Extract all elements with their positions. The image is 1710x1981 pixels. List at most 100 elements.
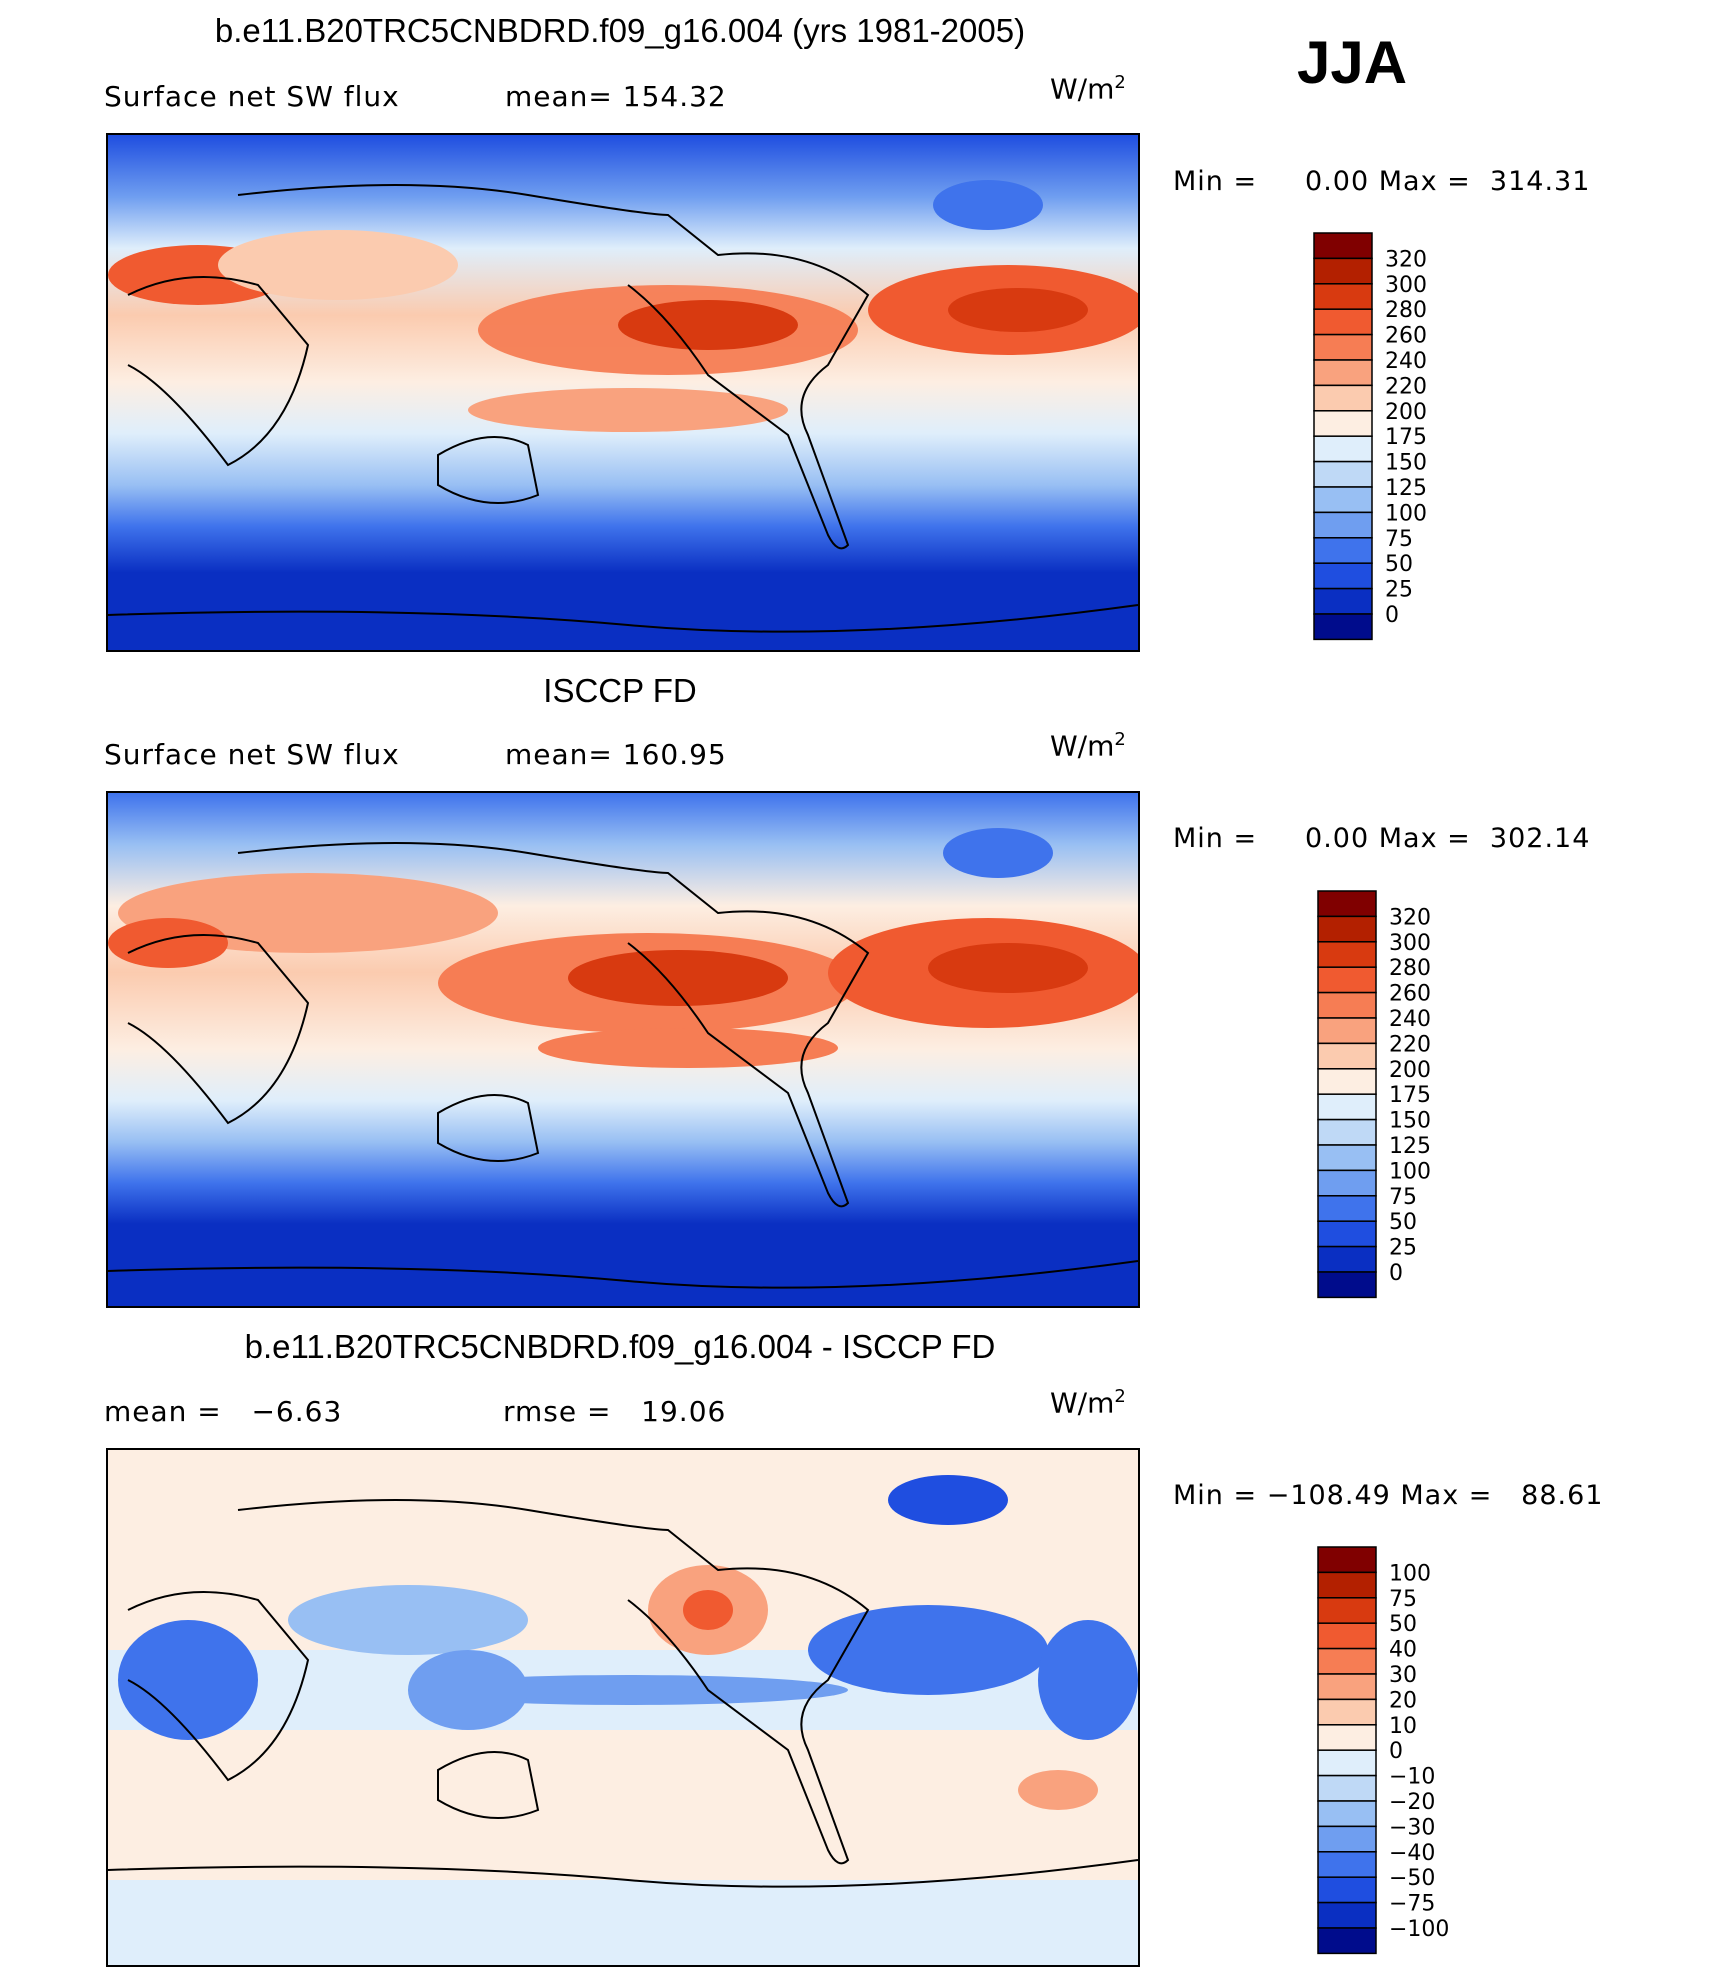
colorbar-tick-label: −40	[1389, 1841, 1435, 1866]
colorbar-swatch	[1313, 384, 1373, 412]
colorbar-swatch	[1317, 1901, 1377, 1929]
colorbar-swatch	[1317, 1774, 1377, 1802]
colorbar-swatch	[1317, 1571, 1377, 1599]
colorbar-tick-label: 150	[1389, 1109, 1431, 1134]
colorbar-swatch	[1317, 1597, 1377, 1624]
panel-2-minmax: Min = 0.00 Max = 302.14	[1173, 823, 1591, 854]
panel-2-title: ISCCP FD	[543, 672, 697, 709]
colorbar-tick-label: 220	[1389, 1032, 1431, 1057]
colorbar-tick-label: 75	[1385, 527, 1413, 552]
colorbar-swatch	[1313, 435, 1373, 463]
colorbar-swatch	[1313, 232, 1373, 260]
colorbar-swatch	[1313, 308, 1373, 336]
colorbar-tick-label: 280	[1389, 956, 1431, 981]
colorbar-swatch	[1317, 1800, 1377, 1828]
panel-2-variable-label: Surface net SW flux	[104, 738, 400, 771]
colorbar-swatch	[1313, 486, 1373, 514]
panel-2-colorbar: 320 300 280 260 240 220 200 175 150 125 100 75 50 25 0	[1317, 890, 1457, 1300]
colorbar-tick-label: 300	[1389, 931, 1431, 956]
colorbar-tick-label: −75	[1389, 1892, 1435, 1917]
colorbar-tick-label: 0	[1389, 1261, 1403, 1286]
colorbar-swatch	[1317, 1118, 1377, 1146]
colorbar-tick-label: 20	[1389, 1688, 1417, 1713]
panel-2-units: W/m2	[1050, 729, 1126, 763]
colorbar-tick-label: 175	[1385, 425, 1427, 450]
colorbar-swatch	[1317, 1017, 1377, 1045]
colorbar-tick-label: 0	[1389, 1739, 1403, 1764]
colorbar-tick-label: 0	[1385, 603, 1399, 628]
colorbar-swatch	[1313, 511, 1373, 539]
panel-2-map	[106, 791, 1140, 1308]
colorbar-swatch	[1317, 1749, 1377, 1777]
colorbar-tick-label: −30	[1389, 1815, 1435, 1840]
colorbar-swatch	[1317, 966, 1377, 994]
panel-3-rmse-label: rmse = 19.06	[503, 1395, 727, 1428]
colorbar-tick-label: 25	[1389, 1236, 1417, 1261]
colorbar-tick-label: 200	[1385, 400, 1427, 425]
colorbar-tick-label: 125	[1389, 1134, 1431, 1159]
colorbar-tick-label: 260	[1385, 324, 1427, 349]
colorbar-swatch	[1313, 257, 1373, 285]
colorbar-swatch	[1317, 1647, 1377, 1675]
panel-3-colorbar: 100 75 50 40 30 20 10 0 −10 −20 −30 −40 −50 −75 −100	[1317, 1546, 1477, 1956]
panel-1-map-svg	[108, 135, 1138, 650]
colorbar-tick-label: 50	[1385, 552, 1413, 577]
panel-3-units: W/m2	[1050, 1386, 1126, 1420]
colorbar-swatch	[1317, 1220, 1377, 1248]
colorbar-swatch	[1317, 1042, 1377, 1070]
colorbar-swatch	[1313, 537, 1373, 564]
colorbar-tick-label: 280	[1385, 298, 1427, 323]
colorbar-tick-label: 30	[1389, 1663, 1417, 1688]
colorbar-tick-label: −100	[1389, 1917, 1449, 1942]
colorbar-swatch	[1317, 1546, 1377, 1574]
colorbar-tick-label: 100	[1385, 501, 1427, 526]
colorbar-tick-label: 100	[1389, 1159, 1431, 1184]
colorbar-swatch	[1317, 1876, 1377, 1904]
colorbar-tick-label: 50	[1389, 1210, 1417, 1235]
panel-3-map	[106, 1448, 1140, 1967]
colorbar-swatch	[1317, 915, 1377, 943]
panel-3-minmax: Min = −108.49 Max = 88.61	[1173, 1480, 1604, 1511]
colorbar-swatch	[1317, 1825, 1377, 1853]
colorbar-tick-label: 260	[1389, 982, 1431, 1007]
colorbar-swatch	[1317, 1271, 1377, 1299]
panel-1-variable-label: Surface net SW flux	[104, 80, 400, 113]
panel-3-mean-label: mean = −6.63	[104, 1395, 343, 1428]
colorbar-tick-label: −10	[1389, 1765, 1435, 1790]
colorbar-tick-label: 200	[1389, 1058, 1431, 1083]
colorbar-tick-label: 240	[1389, 1007, 1431, 1032]
colorbar-tick-label: 10	[1389, 1714, 1417, 1739]
colorbar-swatch	[1313, 410, 1373, 437]
colorbar-tick-label: −20	[1389, 1790, 1435, 1815]
panel-3-map-svg	[108, 1450, 1138, 1965]
panel-1-mean-label: mean= 154.32	[505, 80, 727, 113]
colorbar-tick-label: 25	[1385, 578, 1413, 603]
colorbar-swatch	[1317, 890, 1377, 918]
colorbar-swatch	[1317, 991, 1377, 1019]
colorbar-swatch	[1313, 283, 1373, 310]
colorbar-swatch	[1313, 562, 1373, 590]
colorbar-swatch	[1317, 1927, 1377, 1955]
colorbar-tick-label: 300	[1385, 273, 1427, 298]
colorbar-swatch	[1317, 941, 1377, 968]
colorbar-tick-label: −50	[1389, 1866, 1435, 1891]
colorbar-tick-label: 240	[1385, 349, 1427, 374]
colorbar-swatch	[1317, 1245, 1377, 1273]
panel-1-units: W/m2	[1050, 72, 1126, 106]
colorbar-tick-label: 320	[1389, 905, 1431, 930]
colorbar-swatch	[1317, 1698, 1377, 1726]
colorbar-swatch	[1313, 460, 1373, 488]
panel-2-map-svg	[108, 793, 1138, 1306]
colorbar-swatch	[1317, 1093, 1377, 1121]
colorbar-tick-label: 150	[1385, 451, 1427, 476]
panel-3-title: b.e11.B20TRC5CNBDRD.f09_g16.004 - ISCCP …	[244, 1328, 996, 1365]
panel-1-title: b.e11.B20TRC5CNBDRD.f09_g16.004 (yrs 198…	[214, 12, 1026, 49]
panel-1-map	[106, 133, 1140, 652]
colorbar-swatch	[1317, 1144, 1377, 1172]
season-label: JJA	[1297, 29, 1408, 96]
colorbar-swatch	[1317, 1622, 1377, 1650]
colorbar-tick-label: 40	[1389, 1638, 1417, 1663]
panel-1-minmax: Min = 0.00 Max = 314.31	[1173, 166, 1591, 197]
